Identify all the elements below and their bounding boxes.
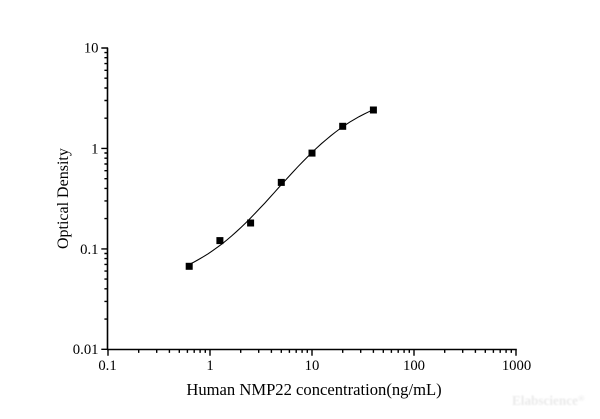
svg-text:0.1: 0.1 [98, 358, 116, 374]
svg-text:Human NMP22 concentration(ng/m: Human NMP22 concentration(ng/mL) [186, 380, 441, 399]
svg-text:100: 100 [403, 358, 425, 374]
svg-text:10: 10 [305, 358, 320, 374]
svg-text:0.01: 0.01 [73, 342, 99, 358]
svg-text:1: 1 [91, 141, 98, 157]
svg-text:1000: 1000 [502, 358, 531, 374]
svg-text:Elabscience®: Elabscience® [512, 393, 585, 408]
svg-text:0.1: 0.1 [80, 242, 98, 258]
svg-text:Optical Density: Optical Density [55, 148, 72, 249]
svg-text:1: 1 [206, 358, 213, 374]
svg-text:10: 10 [84, 41, 99, 57]
